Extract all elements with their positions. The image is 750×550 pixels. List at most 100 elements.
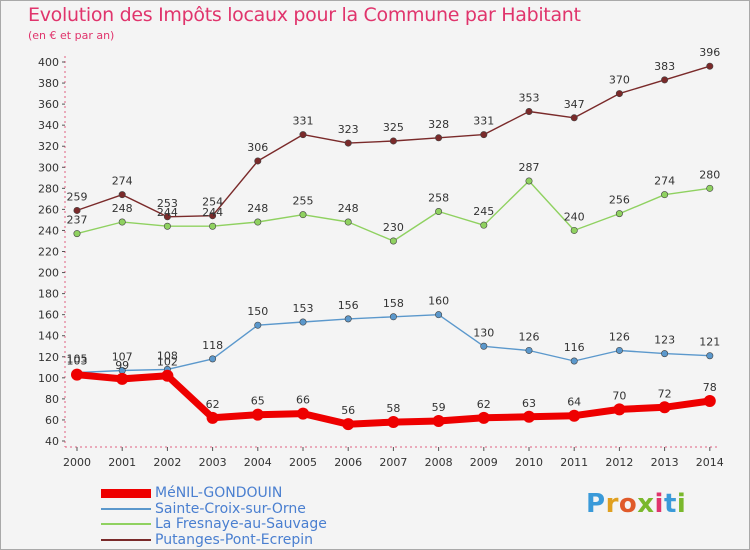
data-point [344, 315, 352, 323]
data-label: 230 [383, 221, 404, 234]
y-tick-label: 200 [38, 267, 59, 280]
data-label: 72 [658, 387, 672, 400]
data-point [73, 230, 81, 238]
data-label: 240 [564, 210, 585, 223]
data-label: 63 [522, 397, 536, 410]
data-label: 153 [293, 302, 314, 315]
x-tick-label: 2003 [199, 456, 227, 469]
data-label: 62 [477, 398, 491, 411]
data-point [480, 131, 488, 139]
x-tick-label: 2010 [515, 456, 543, 469]
data-point [342, 418, 355, 431]
data-point [615, 346, 623, 354]
data-point [297, 407, 309, 420]
data-label: 158 [383, 297, 404, 310]
legend-label: Sainte-Croix-sur-Orne [155, 500, 306, 517]
data-point [613, 403, 626, 416]
data-point [209, 222, 217, 230]
data-point [435, 207, 443, 215]
data-label: 259 [67, 190, 88, 203]
x-tick-label: 2007 [379, 456, 407, 469]
x-tick-label: 2011 [560, 456, 588, 469]
x-tick-label: 2014 [696, 456, 724, 469]
data-label: 59 [432, 401, 446, 414]
data-point [570, 357, 578, 365]
data-point [432, 414, 445, 427]
y-tick-label: 400 [38, 56, 59, 69]
legend-label: La Fresnaye-au-Sauvage [155, 516, 327, 532]
y-tick-label: 60 [45, 414, 59, 427]
x-tick-label: 2009 [470, 456, 498, 469]
y-tick-label: 300 [38, 161, 59, 174]
data-label: 323 [338, 123, 359, 136]
chart-title: Evolution des Impôts locaux pour la Comm… [28, 4, 581, 26]
data-label: 160 [428, 295, 449, 308]
logo-letter: x [637, 489, 655, 519]
data-point [570, 114, 578, 122]
data-point [480, 221, 488, 229]
data-point [206, 411, 219, 424]
data-label: 370 [609, 74, 630, 87]
data-point [706, 184, 714, 192]
data-point [658, 401, 671, 414]
data-label: 280 [699, 168, 720, 181]
x-tick-label: 2013 [651, 456, 679, 469]
data-point [435, 311, 443, 319]
data-label: 66 [296, 394, 310, 407]
data-point [254, 218, 262, 226]
data-label: 237 [67, 214, 88, 227]
data-label: 255 [293, 195, 314, 208]
legend-swatch [101, 507, 151, 510]
series-points [71, 62, 716, 431]
x-tick-label: 2012 [605, 456, 633, 469]
data-label: 108 [157, 349, 178, 362]
data-point [661, 191, 669, 199]
logo-letter: r [605, 489, 619, 519]
data-point [118, 218, 126, 226]
data-point [389, 137, 397, 145]
data-point [389, 313, 397, 321]
data-point [525, 177, 533, 185]
data-point [299, 318, 307, 326]
logo-letter: i [654, 489, 664, 519]
proxiti-logo: Proxiti [586, 489, 686, 519]
data-point [73, 206, 81, 214]
x-tick-label: 2008 [425, 456, 453, 469]
series-lines [73, 65, 714, 428]
data-label: 274 [112, 175, 133, 188]
data-point [344, 139, 352, 147]
data-point [480, 342, 488, 350]
y-tick-label: 320 [38, 140, 59, 153]
y-tick-label: 220 [38, 246, 59, 259]
logo-letter: o [618, 489, 638, 519]
data-point [706, 62, 714, 70]
legend-label: Putanges-Pont-Ecrepin [155, 531, 314, 548]
x-tick-label: 2000 [63, 456, 91, 469]
data-label: 331 [473, 115, 494, 128]
x-tick-label: 2005 [289, 456, 317, 469]
legend-swatch [101, 488, 151, 498]
y-tick-label: 380 [38, 77, 59, 90]
data-point [387, 416, 400, 429]
data-label: 102 [157, 356, 178, 369]
data-point [299, 211, 307, 219]
data-label: 121 [699, 336, 720, 349]
x-tick-label: 2006 [334, 456, 362, 469]
x-tick-label: 2002 [153, 456, 181, 469]
data-label: 107 [112, 350, 133, 363]
data-label: 123 [654, 334, 675, 347]
data-label: 383 [654, 60, 675, 73]
data-label: 78 [703, 381, 717, 394]
data-point [389, 237, 397, 245]
data-label: 56 [341, 404, 355, 417]
data-label: 328 [428, 118, 449, 131]
y-tick-label: 280 [38, 182, 59, 195]
y-tick-label: 240 [38, 224, 59, 237]
data-point [344, 218, 352, 226]
data-label: 248 [338, 202, 359, 215]
y-tick-label: 360 [38, 98, 59, 111]
legend-swatch [101, 538, 151, 541]
data-point [568, 409, 581, 422]
